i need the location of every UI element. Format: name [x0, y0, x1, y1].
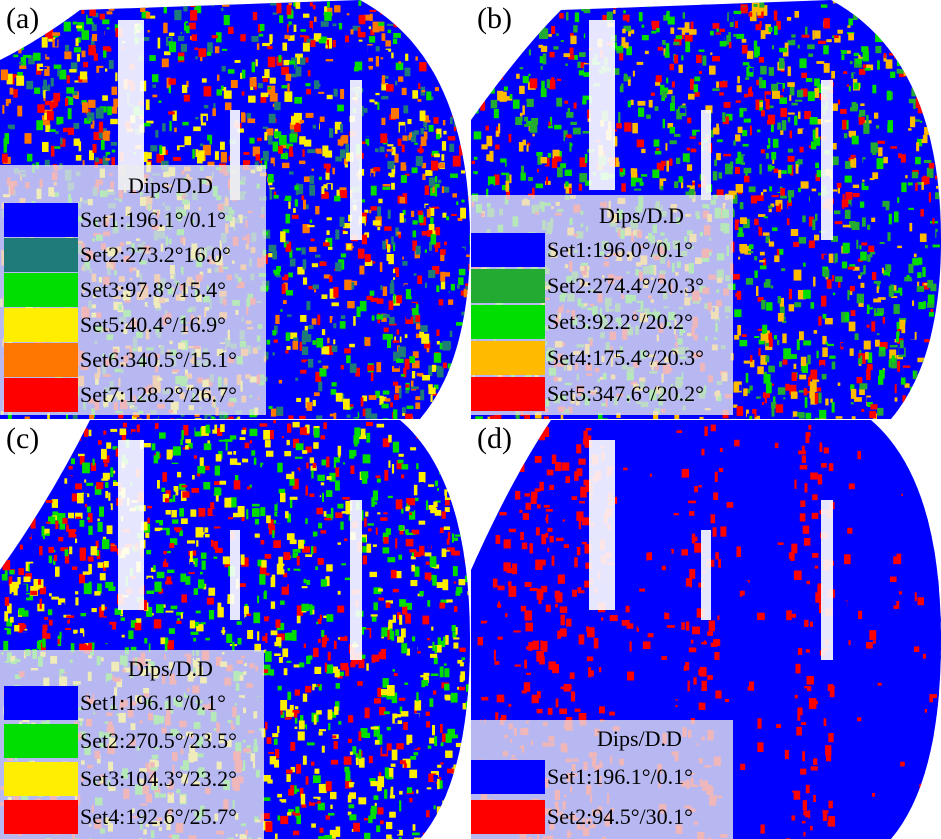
legend-item: Set2:270.5°/23.5° [4, 724, 264, 758]
legend-item-label: Set1:196.1°/0.1° [547, 764, 693, 789]
legend-title: Dips/D.D [128, 173, 213, 198]
panel-c: (c) Dips/D.D Set1:196.1°/0.1° Set2:270.5… [0, 420, 470, 839]
legend-swatch [4, 238, 78, 272]
legend-swatch [4, 724, 78, 758]
legend-item-label: Set1:196.1°/0.1° [80, 207, 226, 232]
panel-label: (a) [6, 2, 40, 35]
legend-item: Set3:92.2°/20.2° [471, 305, 733, 339]
legend-item: Set2:273.2°16.0° [4, 238, 266, 272]
legend-item-label: Set3:104.3°/23.2° [80, 766, 237, 791]
legend-item: Set1:196.1°/0.1° [4, 686, 264, 720]
legend-swatch [4, 686, 78, 720]
legend-item: Set5:347.6°/20.2° [471, 377, 733, 411]
legend-swatch [471, 760, 545, 794]
legend-swatch [4, 308, 78, 342]
legend-item-label: Set4:192.6°/25.7° [80, 804, 237, 829]
legend: Dips/D.D Set1:196.1°/0.1° Set2:94.5°/30.… [471, 720, 733, 839]
panel-label: (c) [6, 422, 40, 455]
panel-b: (b) Dips/D.D Set1:196.0°/0.1° Set2:274.4… [471, 0, 941, 419]
legend-swatch [471, 305, 545, 339]
legend-swatch [4, 273, 78, 307]
legend-title: Dips/D.D [128, 656, 213, 681]
legend-item-label: Set4:175.4°/20.3° [547, 345, 704, 370]
legend-swatch [471, 377, 545, 411]
legend: Dips/D.D Set1:196.1°/0.1° Set2:273.2°16.… [0, 165, 266, 415]
legend-item-label: Set3:92.2°/20.2° [547, 309, 693, 334]
legend-item: Set1:196.1°/0.1° [471, 760, 733, 794]
legend-title: Dips/D.D [597, 726, 682, 751]
legend-title: Dips/D.D [599, 203, 684, 228]
legend-swatch [4, 762, 78, 796]
legend-item: Set6:340.5°/15.1° [4, 343, 266, 377]
panel-label: (b) [477, 2, 512, 35]
legend-item-label: Set2:270.5°/23.5° [80, 728, 237, 753]
legend-item-label: Set2:94.5°/30.1° [547, 804, 693, 829]
legend: Dips/D.D Set1:196.1°/0.1° Set2:270.5°/23… [0, 650, 264, 839]
legend-item: Set3:104.3°/23.2° [4, 762, 264, 796]
legend-swatch [471, 269, 545, 303]
legend-item: Set5:40.4°/16.9° [4, 308, 266, 342]
legend-swatch [471, 233, 545, 267]
legend-item: Set7:128.2°/26.7° [4, 378, 266, 412]
legend-item: Set2:94.5°/30.1° [471, 800, 733, 834]
legend-item: Set4:192.6°/25.7° [4, 800, 264, 834]
legend-item-label: Set1:196.1°/0.1° [80, 690, 226, 715]
legend-item-label: Set1:196.0°/0.1° [547, 237, 693, 262]
legend-swatch [471, 341, 545, 375]
legend-swatch [4, 800, 78, 834]
legend-swatch [4, 343, 78, 377]
legend-item: Set1:196.0°/0.1° [471, 233, 733, 267]
legend-swatch [471, 800, 545, 834]
legend-item-label: Set7:128.2°/26.7° [80, 382, 237, 407]
panel-d: (d) Dips/D.D Set1:196.1°/0.1° Set2:94.5°… [471, 420, 941, 839]
legend-item-label: Set2:274.4°/20.3° [547, 273, 704, 298]
panel-label: (d) [477, 422, 512, 455]
panel-a: (a) Dips/D.D Set1:196.1°/0.1° Set2:273.2… [0, 0, 470, 419]
legend: Dips/D.D Set1:196.0°/0.1° Set2:274.4°/20… [471, 195, 733, 415]
legend-item: Set4:175.4°/20.3° [471, 341, 733, 375]
legend-swatch [4, 378, 78, 412]
legend-swatch [4, 203, 78, 237]
legend-item: Set1:196.1°/0.1° [4, 203, 266, 237]
legend-item-label: Set5:40.4°/16.9° [80, 312, 226, 337]
legend-item-label: Set6:340.5°/15.1° [80, 347, 237, 372]
legend-item: Set2:274.4°/20.3° [471, 269, 733, 303]
legend-item-label: Set3:97.8°/15.4° [80, 277, 226, 302]
legend-item: Set3:97.8°/15.4° [4, 273, 266, 307]
legend-item-label: Set5:347.6°/20.2° [547, 381, 704, 406]
legend-item-label: Set2:273.2°16.0° [80, 242, 231, 267]
